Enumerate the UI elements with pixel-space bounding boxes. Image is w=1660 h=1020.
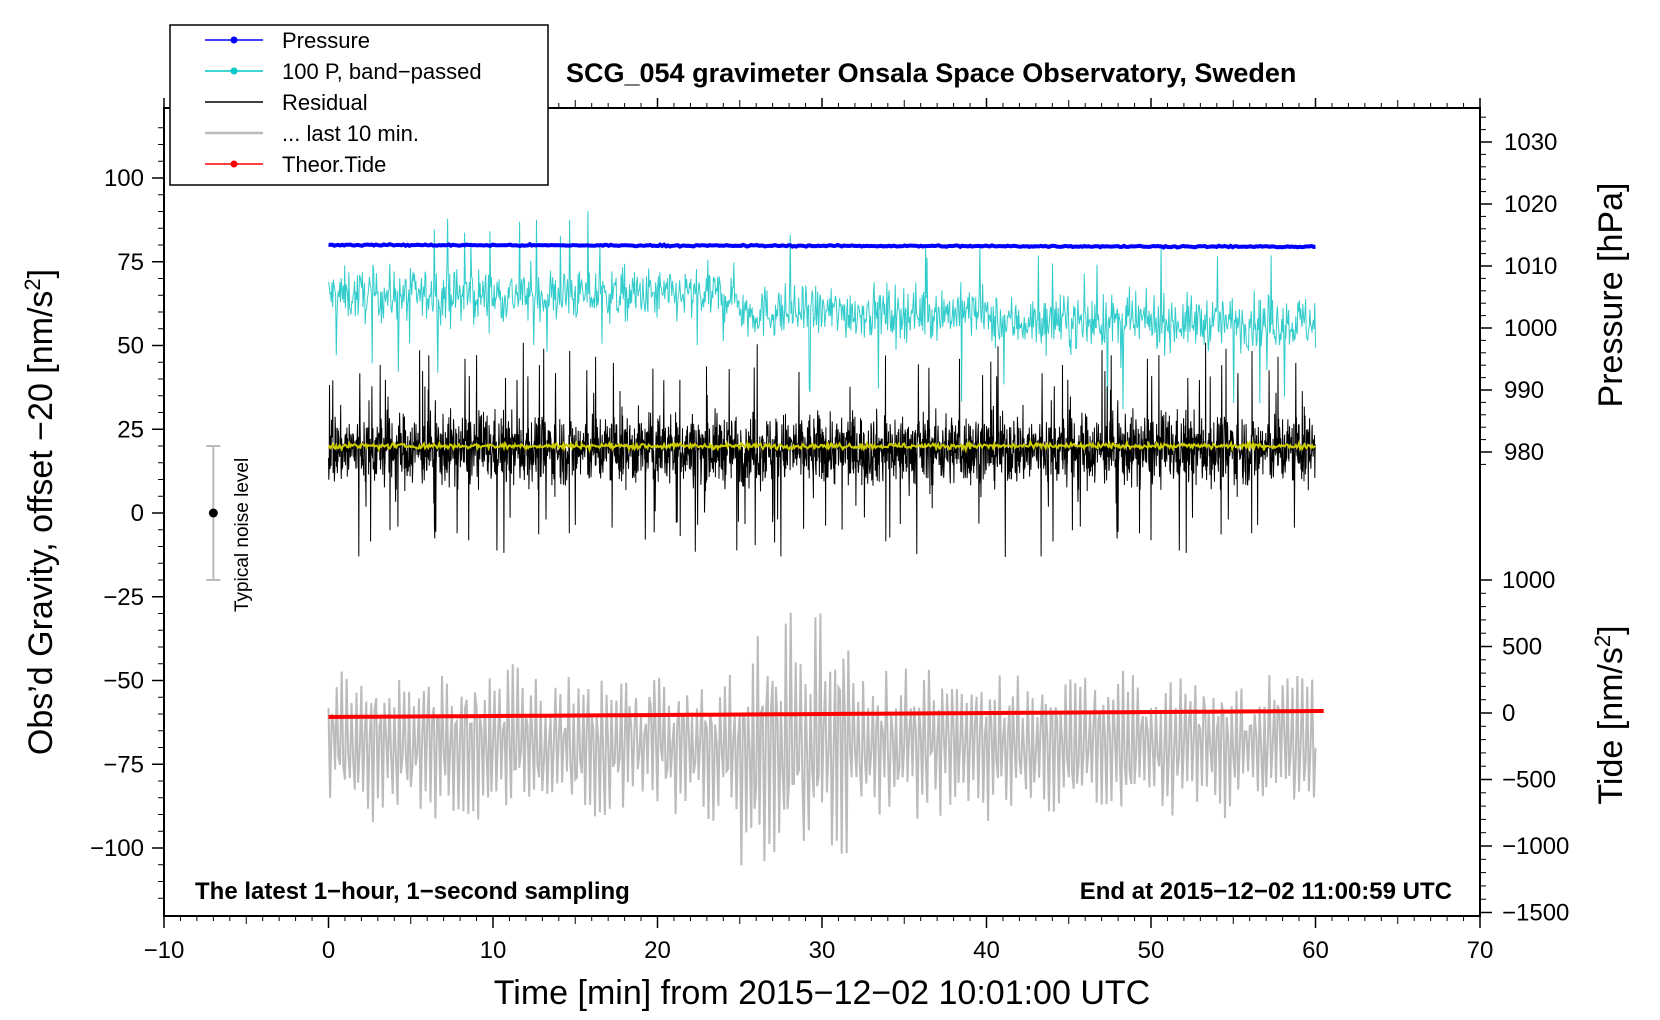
series-last-10-min	[327, 612, 1317, 866]
series-residual-smoothed	[327, 438, 1317, 454]
legend-label: Residual	[282, 90, 368, 115]
tide-axis-ticks: 1000 500 0 −500 −1000 −1500	[1480, 567, 1569, 927]
annotation-end-time: End at 2015−12−02 11:00:59 UTC	[1080, 878, 1452, 905]
left-tick-label: 0	[131, 500, 144, 527]
legend-marker	[230, 160, 238, 168]
pressure-tick-label: 1020	[1504, 191, 1557, 218]
left-tick-label: −50	[103, 668, 144, 695]
pressure-bandpassed-line	[328, 210, 1316, 410]
annotation-sampling: The latest 1−hour, 1−second sampling	[195, 878, 630, 905]
left-tick-label: 100	[104, 165, 144, 192]
noise-level-bar	[206, 445, 221, 581]
noise-bar-center-dot	[208, 508, 218, 518]
tide-tick-label: −1500	[1502, 900, 1569, 927]
series-pressure	[328, 241, 1316, 250]
left-tick-label: −25	[103, 584, 144, 611]
left-tick-label: 25	[117, 416, 144, 443]
x-axis-title: Time [min] from 2015−12−02 10:01:00 UTC	[494, 974, 1150, 1012]
pressure-axis-ticks: 1030 1020 1010 1000 990 980	[1480, 116, 1557, 466]
legend-label: 100 P, band−passed	[282, 59, 482, 84]
series-pressure-bandpassed	[328, 210, 1316, 410]
left-tick-label: 50	[117, 333, 144, 360]
pressure-tick-label: 1000	[1504, 315, 1557, 342]
legend-box	[169, 24, 549, 186]
left-axis-ticks: 100 75 50 25 0 −25 −50 −75 −100	[90, 127, 164, 899]
pressure-tick-label: 980	[1504, 439, 1544, 466]
x-tick-label: 70	[1467, 937, 1494, 964]
tide-tick-label: 1000	[1502, 567, 1555, 594]
tide-tick-label: 500	[1502, 634, 1542, 661]
tide-line	[328, 709, 1324, 719]
pressure-tick-label: 990	[1504, 377, 1544, 404]
left-axis-title: Obs’d Gravity, offset −20 [nm/s2]	[20, 269, 61, 755]
left-tick-label: −100	[90, 835, 144, 862]
x-tick-label: 20	[644, 937, 671, 964]
legend-label: ... last 10 min.	[282, 121, 419, 146]
x-tick-label: 50	[1138, 937, 1165, 964]
series-theoretical-tide	[328, 709, 1324, 719]
legend: Pressure 100 P, band−passed Residual ... la…	[169, 24, 549, 186]
tide-tick-label: −1000	[1502, 833, 1569, 860]
left-tick-label: 75	[117, 249, 144, 276]
x-tick-label: −10	[144, 937, 185, 964]
x-axis-ticks: −10 0 10 20 30 40 50 60 70	[144, 98, 1494, 964]
pressure-tick-label: 1010	[1504, 253, 1557, 280]
chart-title: SCG_054 gravimeter Onsala Space Observat…	[566, 58, 1296, 88]
x-tick-label: 60	[1302, 937, 1329, 964]
x-tick-label: 40	[973, 937, 1000, 964]
tide-axis-title: Tide [nm/s2]	[1590, 625, 1631, 804]
legend-marker	[230, 36, 238, 44]
left-tick-label: −75	[103, 751, 144, 778]
residual-smoothed-line	[327, 438, 1317, 454]
pressure-line	[328, 241, 1316, 250]
noise-level-label: Typical noise level	[232, 458, 253, 612]
tide-tick-label: 0	[1502, 700, 1515, 727]
x-tick-label: 10	[480, 937, 507, 964]
last-10-min-line	[327, 612, 1317, 866]
residual-line	[328, 342, 1316, 557]
pressure-tick-label: 1030	[1504, 129, 1557, 156]
x-tick-label: 0	[322, 937, 335, 964]
tide-tick-label: −500	[1502, 767, 1556, 794]
series-residual	[328, 342, 1316, 557]
x-tick-label: 30	[809, 937, 836, 964]
legend-marker	[230, 67, 238, 75]
legend-label: Pressure	[282, 28, 370, 53]
pressure-axis-title: Pressure [hPa]	[1592, 183, 1630, 408]
legend-label: Theor.Tide	[282, 152, 386, 177]
